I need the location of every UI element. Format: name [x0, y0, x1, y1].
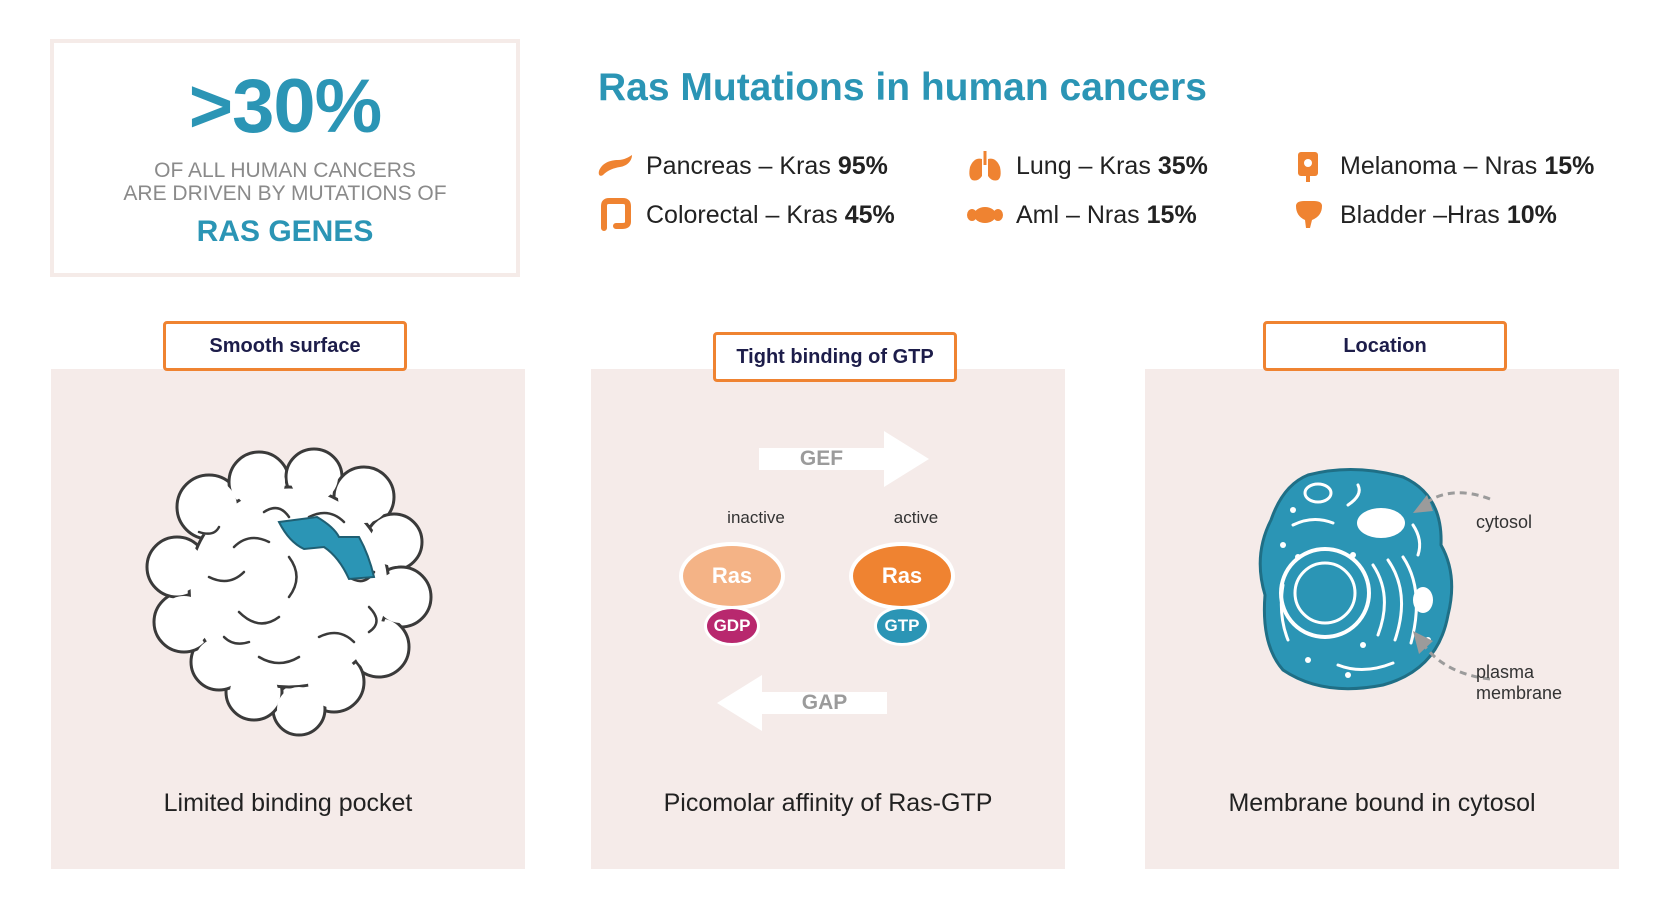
panel-caption: Picomolar affinity of Ras-GTP [663, 789, 993, 817]
gtp-badge: GTP [874, 606, 930, 646]
tag-location: Location [1263, 321, 1507, 371]
mutation-label: Lung – Kras [1016, 151, 1151, 180]
location-pointer-arrows [1413, 491, 1491, 681]
panel-location: cytosol plasma membrane Membrane bound i… [1145, 369, 1619, 869]
ras-inactive: Ras [679, 542, 785, 610]
lungs-icon [969, 151, 1001, 181]
stat-description: OF ALL HUMAN CANCERS ARE DRIVEN BY MUTAT… [54, 159, 516, 205]
mutation-item-pancreas: Pancreas – Kras 95% [596, 149, 888, 183]
stat-genes: RAS GENES [196, 215, 374, 248]
stat-line-2: ARE DRIVEN BY MUTATIONS OF [123, 182, 447, 205]
ras-active: Ras [849, 542, 955, 610]
colon-icon [601, 198, 631, 231]
pancreas-icon [598, 155, 632, 176]
binding-pocket [277, 515, 376, 581]
panel-gtp-binding: GEF inactive active Ras GDP Ras GTP GAP … [591, 369, 1065, 869]
plasma-membrane-label: plasma membrane [1476, 662, 1562, 704]
stat-line-1: OF ALL HUMAN CANCERS [154, 159, 416, 182]
plasma-label: plasma [1476, 662, 1535, 682]
mutation-percent: 15% [1146, 200, 1197, 229]
panel-caption: Membrane bound in cytosol [1228, 789, 1536, 817]
stat-box: >30% OF ALL HUMAN CANCERS ARE DRIVEN BY … [50, 39, 520, 277]
mutation-label: Bladder –Hras [1340, 200, 1500, 229]
mutation-item-aml: Aml – Nras 15% [966, 198, 1197, 232]
gdp-badge: GDP [704, 606, 760, 646]
mutation-item-bladder: Bladder –Hras 10% [1290, 198, 1557, 232]
mutation-percent: 15% [1544, 151, 1595, 180]
mutation-label: Pancreas – Kras [646, 151, 831, 180]
inactive-label: inactive [727, 508, 785, 527]
mutation-percent: 10% [1506, 200, 1557, 229]
mutation-item-melanoma: Melanoma – Nras 15% [1290, 149, 1594, 183]
gef-arrow [759, 431, 929, 487]
gap-label: GAP [801, 691, 848, 714]
mutation-percent: 35% [1157, 151, 1208, 180]
mutation-percent: 95% [837, 151, 888, 180]
cytosol-label: cytosol [1476, 512, 1533, 532]
cell-illustration [1258, 468, 1454, 691]
panel-caption: Limited binding pocket [163, 789, 413, 817]
tag-tight-binding: Tight binding of GTP [713, 332, 957, 382]
mutation-percent: 45% [844, 200, 895, 229]
bladder-icon [1296, 201, 1322, 228]
mutation-label: Colorectal – Kras [646, 200, 838, 229]
mutation-label: Aml – Nras [1016, 200, 1140, 229]
blood-cell-icon [967, 207, 1003, 223]
active-label: active [893, 508, 939, 527]
tag-smooth-surface: Smooth surface [163, 321, 407, 371]
mutation-item-lung: Lung – Kras 35% [966, 149, 1208, 183]
skin-icon [1298, 152, 1318, 182]
panel-smooth-surface: Limited binding pocket [51, 369, 525, 869]
protein-structure-illustration [145, 447, 433, 737]
gap-arrow [717, 675, 887, 731]
mutation-item-colorectal: Colorectal – Kras 45% [596, 198, 895, 232]
mutation-label: Melanoma – Nras [1340, 151, 1538, 180]
page-title: Ras Mutations in human cancers [598, 66, 1207, 109]
membrane-label: membrane [1476, 683, 1563, 703]
stat-percentage: >30% [188, 64, 383, 149]
gef-label: GEF [799, 447, 844, 470]
